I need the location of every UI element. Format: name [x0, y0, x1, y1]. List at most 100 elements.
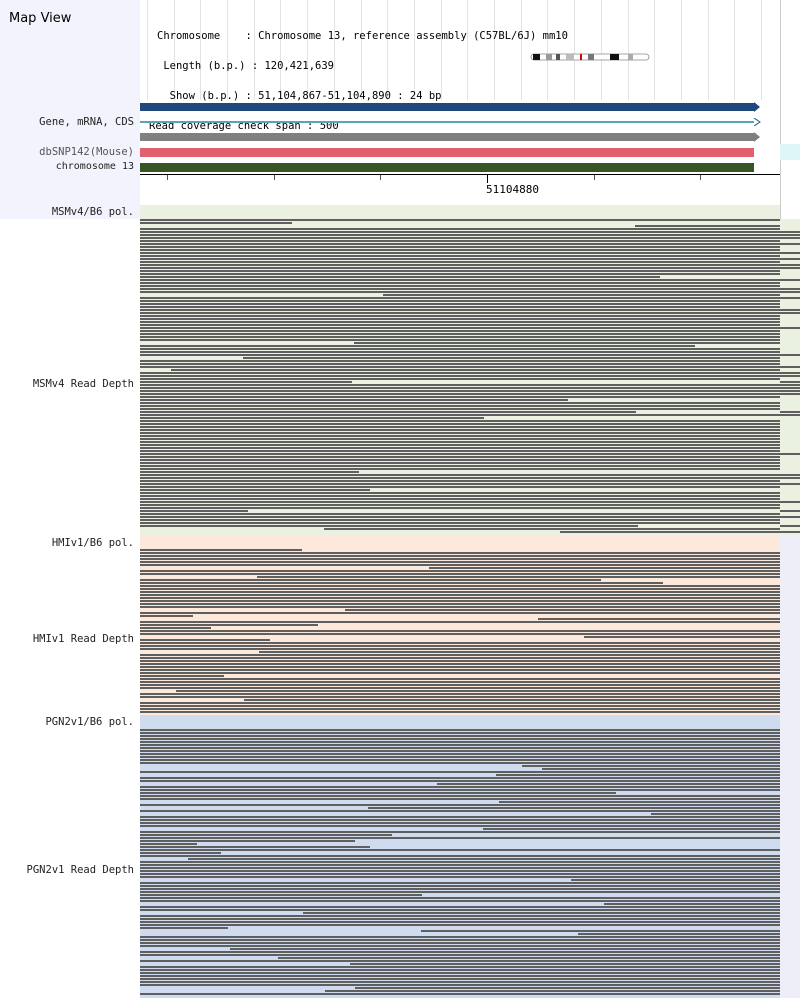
read-row [140, 750, 780, 752]
read-row [140, 495, 780, 497]
read-row [140, 684, 780, 686]
read-row-extension [780, 234, 800, 236]
read-row-extension [780, 531, 800, 533]
read-row [140, 372, 780, 374]
mrna-track-line[interactable] [140, 121, 754, 123]
read-row [278, 957, 780, 959]
read-row [140, 804, 780, 806]
read-row-extension [780, 327, 800, 329]
coverage-value: 500 [319, 120, 339, 132]
read-row [140, 390, 780, 392]
chromosome-label: Chromosome : [157, 30, 259, 42]
read-row [140, 834, 392, 836]
read-row [140, 423, 780, 425]
read-row [140, 741, 780, 743]
read-row-extension [780, 387, 800, 389]
read-row [257, 576, 780, 578]
dbsnp-track-bar[interactable] [140, 148, 754, 157]
hmi-read-depth-track[interactable] [140, 549, 800, 715]
read-row-extension [780, 477, 800, 479]
read-row [140, 981, 780, 983]
read-row [140, 351, 780, 353]
read-row-extension [780, 525, 800, 527]
read-row [140, 675, 224, 677]
read-row [140, 624, 318, 626]
read-row [140, 471, 359, 473]
read-row [140, 867, 780, 869]
read-row [140, 459, 780, 461]
read-row-extension [780, 384, 800, 386]
read-row [140, 450, 780, 452]
read-row [140, 285, 780, 287]
msm-read-depth-track[interactable] [140, 219, 800, 519]
read-row [140, 702, 780, 704]
grid-line [547, 0, 548, 100]
read-row [140, 978, 780, 980]
read-row [140, 513, 780, 515]
read-row [140, 354, 780, 356]
axis-tick [274, 175, 275, 180]
chromosome-ideogram[interactable] [530, 53, 650, 61]
show-label: Show (b.p.) : [157, 90, 259, 102]
read-row [140, 561, 780, 563]
read-row [140, 666, 780, 668]
page-title: Map View [9, 11, 72, 26]
gene-track-bar[interactable] [140, 103, 754, 111]
read-row [140, 303, 780, 305]
read-row [140, 402, 780, 404]
hmi-depth-label: HMIv1 Read Depth [32, 633, 134, 645]
read-row [140, 639, 270, 641]
read-row [140, 381, 352, 383]
read-row [140, 840, 355, 842]
read-row-extension [780, 414, 800, 416]
gene-track-label: Gene, mRNA, CDS [39, 116, 134, 128]
read-row [140, 831, 780, 833]
read-row [584, 636, 780, 638]
read-row [140, 747, 780, 749]
read-row [345, 609, 780, 611]
read-row [140, 975, 780, 977]
read-row [140, 393, 780, 395]
read-row [140, 327, 780, 329]
read-row [140, 897, 780, 899]
read-row [140, 756, 780, 758]
chromosome-track-bar[interactable] [140, 163, 754, 172]
read-row [140, 279, 780, 281]
read-row [140, 984, 780, 986]
read-row [140, 336, 780, 338]
read-row-extension [780, 483, 800, 485]
read-row [140, 462, 780, 464]
read-row [140, 573, 780, 575]
grid-line [174, 0, 175, 100]
read-row-extension [780, 309, 800, 311]
grid-line [441, 0, 442, 100]
read-row [140, 591, 780, 593]
read-row [140, 861, 780, 863]
read-row [140, 288, 780, 290]
read-row [140, 444, 780, 446]
cds-track-bar[interactable] [140, 133, 754, 141]
read-row [140, 276, 660, 278]
msm-read-depth-tail[interactable] [140, 519, 800, 535]
grid-line [387, 0, 388, 100]
read-row [259, 651, 780, 653]
read-row [140, 240, 780, 242]
read-row [140, 612, 780, 614]
read-row [140, 837, 780, 839]
read-row [140, 906, 780, 908]
grid-line [467, 0, 468, 100]
read-row [303, 912, 780, 914]
grid-line [254, 0, 255, 100]
grid-line [654, 0, 655, 100]
read-row [171, 369, 780, 371]
read-row [140, 960, 780, 962]
read-row [140, 255, 780, 257]
read-row [140, 435, 780, 437]
read-row [140, 501, 780, 503]
grid-line [334, 0, 335, 100]
read-row [140, 366, 780, 368]
mrna-arrow-icon [754, 118, 761, 126]
read-row [140, 258, 780, 260]
pgn-read-depth-track[interactable] [140, 729, 800, 998]
grid-line [494, 0, 495, 100]
